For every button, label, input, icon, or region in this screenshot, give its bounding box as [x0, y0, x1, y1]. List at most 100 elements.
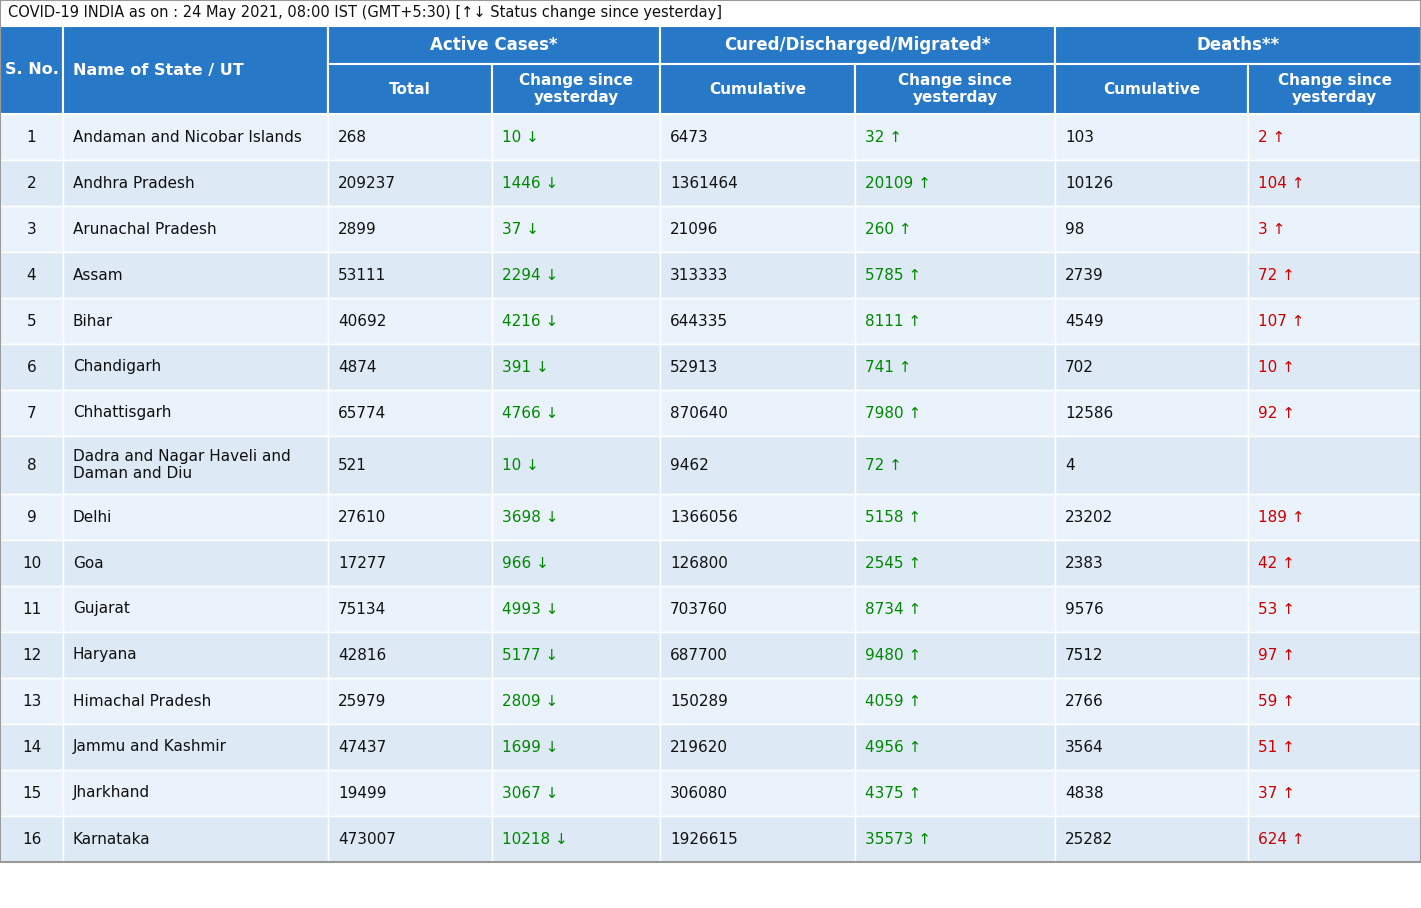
Text: 126800: 126800 — [669, 556, 728, 570]
Text: Karnataka: Karnataka — [72, 832, 151, 846]
Text: 17277: 17277 — [338, 556, 387, 570]
Bar — [1054, 678, 1248, 724]
Text: 219620: 219620 — [669, 739, 728, 755]
Text: Haryana: Haryana — [72, 647, 138, 663]
Text: 10 ↑: 10 ↑ — [1258, 360, 1295, 374]
Text: 8734 ↑: 8734 ↑ — [865, 601, 921, 617]
Text: 9: 9 — [27, 509, 37, 525]
Text: 10 ↓: 10 ↓ — [502, 130, 539, 144]
Text: 37 ↑: 37 ↑ — [1258, 785, 1295, 801]
Text: 1446 ↓: 1446 ↓ — [502, 175, 558, 191]
Bar — [328, 540, 492, 586]
Text: 260 ↑: 260 ↑ — [865, 222, 912, 236]
Text: 2383: 2383 — [1064, 556, 1104, 570]
Text: 3564: 3564 — [1064, 739, 1104, 755]
Bar — [0, 586, 63, 632]
Text: 3067 ↓: 3067 ↓ — [502, 785, 558, 801]
Bar — [328, 390, 492, 436]
Text: 47437: 47437 — [338, 739, 387, 755]
Bar — [1054, 632, 1248, 678]
Text: 1: 1 — [27, 130, 37, 144]
Text: 2 ↑: 2 ↑ — [1258, 130, 1285, 144]
Bar — [855, 678, 1054, 724]
Text: 4874: 4874 — [338, 360, 377, 374]
Bar — [659, 494, 855, 540]
Bar — [1054, 160, 1248, 206]
Text: Goa: Goa — [72, 556, 104, 570]
Text: 98: 98 — [1064, 222, 1084, 236]
Bar — [328, 344, 492, 390]
Text: 4: 4 — [1064, 458, 1074, 472]
Text: 3 ↑: 3 ↑ — [1258, 222, 1286, 236]
Bar — [63, 494, 328, 540]
Text: 521: 521 — [338, 458, 367, 472]
Bar — [492, 298, 659, 344]
Text: 4375 ↑: 4375 ↑ — [865, 785, 921, 801]
Bar — [492, 724, 659, 770]
Text: 1366056: 1366056 — [669, 509, 737, 525]
Bar — [1054, 26, 1421, 64]
Text: 72 ↑: 72 ↑ — [1258, 268, 1295, 282]
Bar — [63, 770, 328, 816]
Text: 2294 ↓: 2294 ↓ — [502, 268, 558, 282]
Bar — [1054, 770, 1248, 816]
Bar — [63, 344, 328, 390]
Bar — [492, 540, 659, 586]
Bar — [659, 114, 855, 160]
Bar — [1054, 390, 1248, 436]
Bar — [659, 816, 855, 862]
Bar — [0, 816, 63, 862]
Text: Cumulative: Cumulative — [1103, 82, 1201, 96]
Bar — [63, 252, 328, 298]
Bar — [1248, 540, 1421, 586]
Text: 16: 16 — [21, 832, 41, 846]
Bar — [492, 678, 659, 724]
Bar — [328, 770, 492, 816]
Text: 27610: 27610 — [338, 509, 387, 525]
Text: 10218 ↓: 10218 ↓ — [502, 832, 568, 846]
Bar — [1248, 724, 1421, 770]
Text: 4059 ↑: 4059 ↑ — [865, 694, 921, 708]
Text: 473007: 473007 — [338, 832, 396, 846]
Bar — [1248, 390, 1421, 436]
Text: 7980 ↑: 7980 ↑ — [865, 406, 921, 420]
Bar — [492, 632, 659, 678]
Text: Andaman and Nicobar Islands: Andaman and Nicobar Islands — [72, 130, 301, 144]
Text: S. No.: S. No. — [4, 63, 58, 77]
Text: 53111: 53111 — [338, 268, 387, 282]
Text: 209237: 209237 — [338, 175, 396, 191]
Bar — [1054, 298, 1248, 344]
Bar — [492, 494, 659, 540]
Bar — [1054, 206, 1248, 252]
Text: 5: 5 — [27, 313, 37, 329]
Text: 104 ↑: 104 ↑ — [1258, 175, 1304, 191]
Text: 25979: 25979 — [338, 694, 387, 708]
Text: 4956 ↑: 4956 ↑ — [865, 739, 921, 755]
Bar — [492, 586, 659, 632]
Bar — [1248, 344, 1421, 390]
Bar — [0, 160, 63, 206]
Text: 92 ↑: 92 ↑ — [1258, 406, 1295, 420]
Text: 35573 ↑: 35573 ↑ — [865, 832, 931, 846]
Text: 870640: 870640 — [669, 406, 728, 420]
Text: 4766 ↓: 4766 ↓ — [502, 406, 558, 420]
Bar — [659, 344, 855, 390]
Text: 313333: 313333 — [669, 268, 729, 282]
Bar — [328, 632, 492, 678]
Bar — [659, 26, 1054, 64]
Bar — [0, 724, 63, 770]
Bar — [492, 64, 659, 114]
Bar — [492, 160, 659, 206]
Bar — [328, 436, 492, 494]
Bar — [1248, 632, 1421, 678]
Text: 6: 6 — [27, 360, 37, 374]
Text: 11: 11 — [21, 601, 41, 617]
Bar — [0, 114, 63, 160]
Text: Cumulative: Cumulative — [709, 82, 806, 96]
Text: 2: 2 — [27, 175, 37, 191]
Bar — [855, 390, 1054, 436]
Text: 966 ↓: 966 ↓ — [502, 556, 549, 570]
Text: Chandigarh: Chandigarh — [72, 360, 161, 374]
Text: 103: 103 — [1064, 130, 1094, 144]
Bar — [0, 632, 63, 678]
